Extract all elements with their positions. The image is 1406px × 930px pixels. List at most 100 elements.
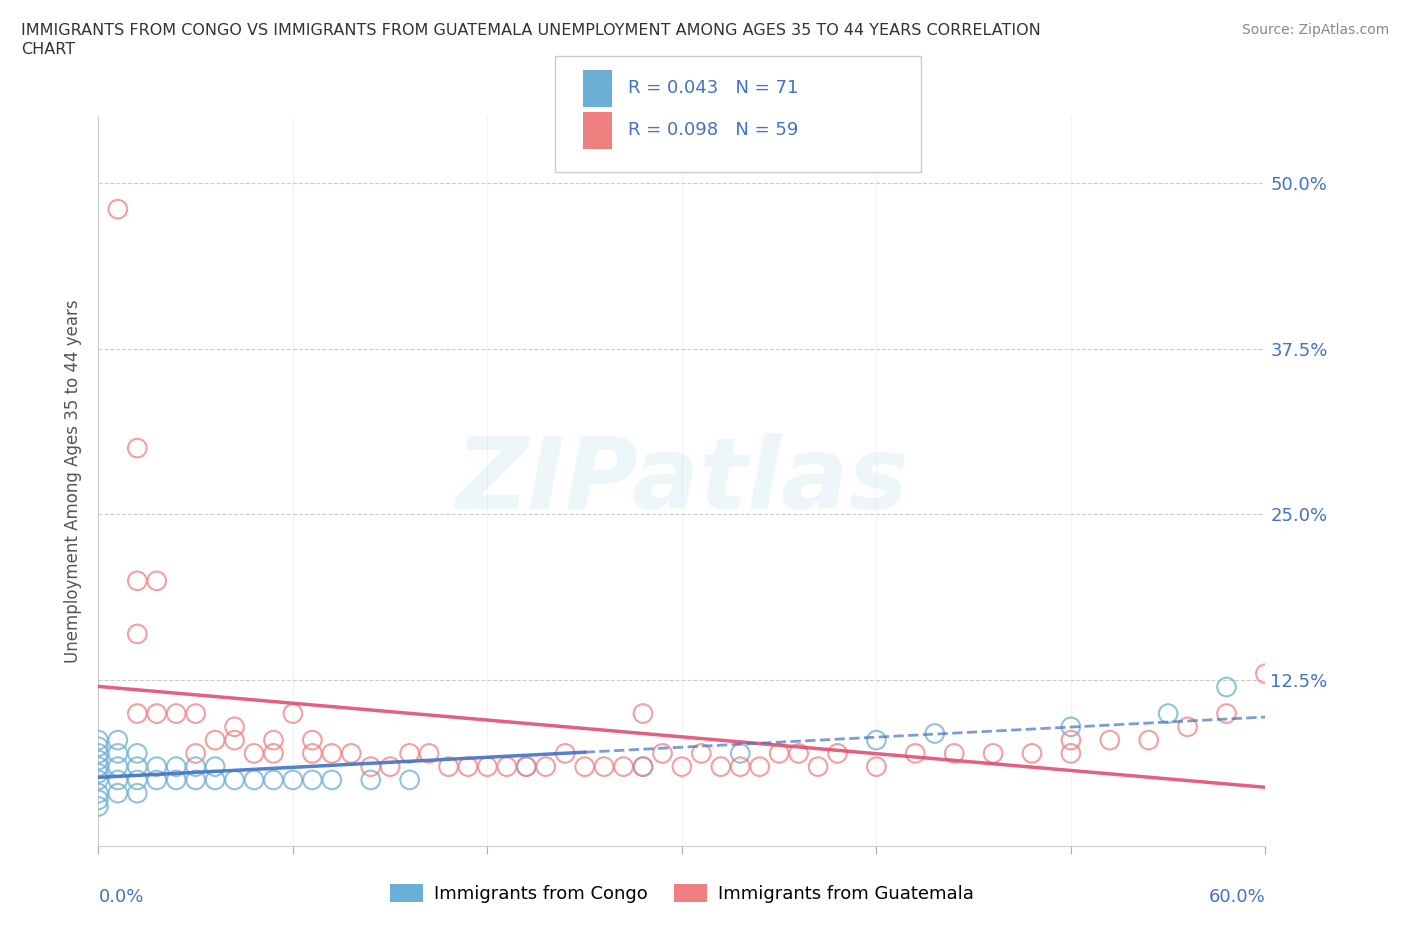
Point	[204, 773, 226, 788]
Point	[184, 759, 207, 774]
Point	[281, 706, 304, 721]
Point	[127, 786, 149, 801]
Point	[146, 706, 169, 721]
Point	[165, 773, 187, 788]
Point	[515, 759, 537, 774]
Point	[1215, 680, 1237, 695]
Point	[184, 746, 207, 761]
Point	[1021, 746, 1043, 761]
Legend: Immigrants from Congo, Immigrants from Guatemala: Immigrants from Congo, Immigrants from G…	[382, 876, 981, 910]
Point	[87, 786, 110, 801]
Point	[437, 759, 460, 774]
Point	[165, 706, 187, 721]
Point	[515, 759, 537, 774]
Y-axis label: Unemployment Among Ages 35 to 44 years: Unemployment Among Ages 35 to 44 years	[65, 299, 83, 663]
Point	[107, 786, 129, 801]
Point	[127, 574, 149, 589]
Point	[1215, 706, 1237, 721]
Point	[418, 746, 440, 761]
Point	[146, 759, 169, 774]
Point	[87, 733, 110, 748]
Point	[87, 773, 110, 788]
Point	[127, 746, 149, 761]
Point	[574, 759, 596, 774]
Point	[710, 759, 733, 774]
Point	[301, 746, 323, 761]
Point	[224, 733, 246, 748]
Point	[224, 720, 246, 735]
Point	[146, 574, 169, 589]
Point	[301, 773, 323, 788]
Text: CHART: CHART	[21, 42, 75, 57]
Point	[1137, 733, 1160, 748]
Point	[613, 759, 636, 774]
Point	[827, 746, 849, 761]
Point	[87, 792, 110, 807]
Point	[651, 746, 673, 761]
Point	[1098, 733, 1121, 748]
Point	[1157, 706, 1180, 721]
Point	[1177, 720, 1199, 735]
Point	[127, 441, 149, 456]
Point	[340, 746, 363, 761]
Point	[631, 759, 654, 774]
Point	[184, 706, 207, 721]
Point	[107, 733, 129, 748]
Point	[107, 746, 129, 761]
Point	[262, 733, 284, 748]
Point	[87, 746, 110, 761]
Point	[204, 759, 226, 774]
Point	[224, 773, 246, 788]
Text: 0.0%: 0.0%	[98, 888, 143, 906]
Text: ZIPatlas: ZIPatlas	[456, 432, 908, 530]
Point	[1060, 746, 1083, 761]
Point	[631, 759, 654, 774]
Point	[807, 759, 830, 774]
Point	[301, 733, 323, 748]
Point	[107, 759, 129, 774]
Point	[554, 746, 576, 761]
Point	[768, 746, 790, 761]
Point	[243, 746, 266, 761]
Point	[146, 773, 169, 788]
Point	[87, 752, 110, 767]
Point	[204, 733, 226, 748]
Point	[787, 746, 810, 761]
Point	[943, 746, 966, 761]
Point	[127, 773, 149, 788]
Point	[748, 759, 770, 774]
Point	[127, 627, 149, 642]
Point	[593, 759, 616, 774]
Point	[730, 746, 752, 761]
Point	[87, 799, 110, 814]
Text: R = 0.098   N = 59: R = 0.098 N = 59	[628, 121, 799, 140]
Point	[184, 773, 207, 788]
Text: R = 0.043   N = 71: R = 0.043 N = 71	[628, 79, 799, 98]
Text: IMMIGRANTS FROM CONGO VS IMMIGRANTS FROM GUATEMALA UNEMPLOYMENT AMONG AGES 35 TO: IMMIGRANTS FROM CONGO VS IMMIGRANTS FROM…	[21, 23, 1040, 38]
Point	[981, 746, 1004, 761]
Point	[690, 746, 713, 761]
Point	[534, 759, 557, 774]
Point	[321, 773, 343, 788]
Point	[107, 202, 129, 217]
Point	[87, 759, 110, 774]
Point	[262, 746, 284, 761]
Point	[321, 746, 343, 761]
Point	[457, 759, 479, 774]
Point	[165, 759, 187, 774]
Point	[1254, 666, 1277, 681]
Point	[924, 726, 946, 741]
Point	[671, 759, 693, 774]
Point	[631, 706, 654, 721]
Point	[281, 773, 304, 788]
Point	[127, 706, 149, 721]
Point	[87, 739, 110, 754]
Point	[477, 759, 499, 774]
Point	[87, 766, 110, 781]
Point	[398, 773, 420, 788]
Point	[360, 773, 382, 788]
Point	[107, 773, 129, 788]
Point	[865, 759, 887, 774]
Point	[904, 746, 927, 761]
Point	[398, 746, 420, 761]
